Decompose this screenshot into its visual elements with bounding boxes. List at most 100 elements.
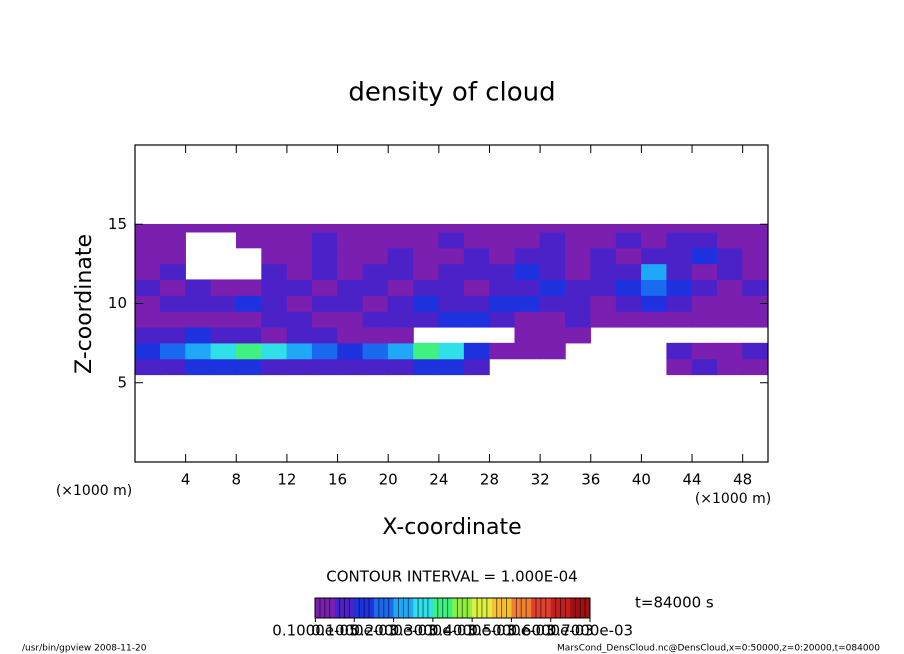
heatmap-cell <box>489 231 516 249</box>
heatmap-cell <box>337 358 364 376</box>
heatmap-cell <box>387 295 414 312</box>
heatmap-cell <box>286 295 313 312</box>
heatmap-cell <box>641 311 668 328</box>
heatmap-cell <box>261 279 288 296</box>
heatmap-cell <box>590 279 617 296</box>
heatmap-cell <box>641 247 668 265</box>
x-tick-label: 16 <box>328 471 347 489</box>
heatmap-cell <box>565 263 592 281</box>
heatmap-cell <box>717 279 743 296</box>
heatmap-cell <box>337 231 364 249</box>
heatmap-cell <box>438 223 465 233</box>
heatmap-cell <box>135 247 161 265</box>
heatmap-cell <box>135 311 161 328</box>
heatmap-cell <box>362 231 389 249</box>
x-tick-label: 4 <box>181 471 191 489</box>
heatmap-cell <box>413 231 440 249</box>
heatmap-cell <box>539 223 566 233</box>
heatmap-cell <box>742 342 768 360</box>
heatmap-cell <box>717 342 743 360</box>
heatmap-cell <box>135 326 161 344</box>
chart-title: density of cloud <box>348 78 555 108</box>
heatmap-cell <box>311 247 338 265</box>
heatmap-cell <box>413 223 440 233</box>
heatmap-cell <box>135 223 161 233</box>
heatmap-cell <box>641 295 668 312</box>
heatmap-cell <box>666 295 693 312</box>
colorbar-tick-label: 0.1000e-05 <box>272 622 358 640</box>
heatmap-cell <box>210 342 237 360</box>
heatmap-cell <box>666 342 693 360</box>
heatmap-cell <box>615 247 642 265</box>
heatmap-cell <box>615 231 642 249</box>
heatmap-cell <box>362 223 389 233</box>
heatmap-cell <box>717 223 743 233</box>
heatmap-cell <box>666 223 693 233</box>
heatmap-cell <box>311 279 338 296</box>
x-tick-label: 24 <box>429 471 448 489</box>
heatmap-cell <box>286 326 313 344</box>
heatmap-cell <box>261 326 288 344</box>
heatmap-cell <box>362 311 389 328</box>
heatmap-cell <box>717 295 743 312</box>
heatmap-cell <box>717 247 743 265</box>
colorbar-tick-label: 0.4000e-03 <box>429 622 515 640</box>
heatmap-cell <box>311 231 338 249</box>
heatmap-cell <box>135 279 161 296</box>
heatmap-cell <box>387 279 414 296</box>
heatmap-cell <box>615 295 642 312</box>
heatmap-cell <box>641 231 668 249</box>
heatmap-cell <box>185 279 212 296</box>
heatmap-cell <box>489 263 516 281</box>
heatmap-cell <box>666 311 693 328</box>
heatmap-cell <box>691 247 718 265</box>
heatmap-cell <box>210 279 237 296</box>
heatmap-cell <box>514 279 541 296</box>
heatmap-cell <box>413 279 440 296</box>
heatmap-cell <box>641 279 668 296</box>
heatmap-cell <box>717 231 743 249</box>
heatmap-cell <box>413 263 440 281</box>
heatmap-cell <box>463 231 490 249</box>
heatmap-cell <box>337 279 364 296</box>
heatmap-cell <box>210 358 237 376</box>
heatmap-cell <box>666 358 693 376</box>
heatmap-cell <box>514 326 541 344</box>
heatmap-cell <box>160 223 186 233</box>
heatmap-cell <box>590 295 617 312</box>
y-tick-label: 5 <box>117 373 127 391</box>
heatmap-cell <box>463 247 490 265</box>
heatmap-cell <box>362 342 389 360</box>
heatmap-cell <box>337 263 364 281</box>
contour-interval: CONTOUR INTERVAL = 1.000E-04 <box>326 568 577 586</box>
heatmap-cell <box>691 295 718 312</box>
heatmap-cell <box>666 231 693 249</box>
heatmap-cell <box>185 295 212 312</box>
heatmap-cell <box>742 295 768 312</box>
heatmap-cell <box>261 342 288 360</box>
x-tick-label: 28 <box>480 471 499 489</box>
heatmap-cell <box>387 342 414 360</box>
heatmap-cell <box>489 295 516 312</box>
heatmap-cell <box>489 247 516 265</box>
heatmap-cell <box>489 223 516 233</box>
heatmap-cell <box>691 263 718 281</box>
heatmap-cell <box>235 342 262 360</box>
heatmap-cell <box>261 231 288 249</box>
heatmap-cell <box>185 223 212 233</box>
heatmap-cell <box>489 311 516 328</box>
heatmap-cell <box>717 311 743 328</box>
heatmap-cell <box>160 263 186 281</box>
heatmap-cell <box>311 342 338 360</box>
heatmap-cell <box>413 311 440 328</box>
x-tick-label: 48 <box>733 471 752 489</box>
heatmap-cell <box>286 358 313 376</box>
heatmap-cell <box>387 223 414 233</box>
heatmap-cell <box>742 358 768 376</box>
heatmap-cell <box>615 311 642 328</box>
heatmap-cell <box>160 279 186 296</box>
heatmap-cell <box>539 247 566 265</box>
heatmap-cell <box>261 358 288 376</box>
y-tick-label: 10 <box>108 294 127 312</box>
